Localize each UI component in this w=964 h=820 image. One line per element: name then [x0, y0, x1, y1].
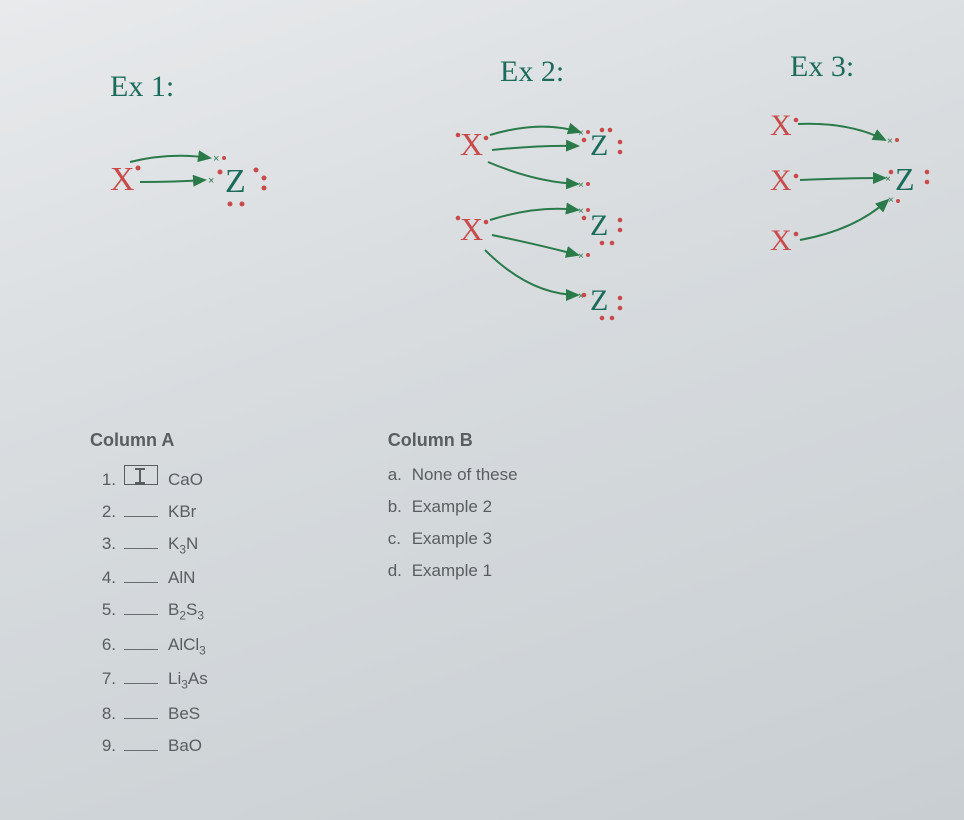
formula-label: B2S3	[168, 600, 204, 622]
svg-text:X: X	[770, 224, 792, 257]
answer-blank[interactable]	[124, 636, 158, 650]
svg-text:X: X	[460, 126, 483, 162]
svg-text:×: ×	[885, 174, 891, 185]
row-number: 7.	[90, 669, 116, 689]
row-number: 1.	[90, 470, 116, 490]
svg-text:X: X	[460, 211, 483, 247]
formula-label: AlCl3	[168, 635, 206, 657]
svg-text:Z: Z	[590, 284, 608, 317]
formula-label: BeS	[168, 704, 200, 724]
svg-text:Z: Z	[225, 163, 246, 200]
option-letter: a.	[388, 465, 412, 485]
row-number: 8.	[90, 704, 116, 724]
answer-blank[interactable]	[124, 601, 158, 615]
row-number: 6.	[90, 635, 116, 655]
answer-blank[interactable]	[124, 569, 158, 583]
row-number: 3.	[90, 534, 116, 554]
option-letter: c.	[388, 529, 412, 549]
formula-label: K3N	[168, 534, 198, 556]
ex3-svg: X X X Z × × ×	[740, 90, 960, 290]
svg-text:X: X	[770, 164, 792, 197]
answer-blank[interactable]	[124, 535, 158, 549]
column-a-row: 7. Li3As	[90, 669, 208, 691]
formula-label: CaO	[168, 470, 203, 490]
svg-text:×: ×	[888, 195, 894, 206]
answer-blank[interactable]	[124, 705, 158, 719]
option-text: None of these	[412, 465, 518, 485]
column-a-row: 2. KBr	[90, 502, 208, 522]
answer-input[interactable]	[124, 465, 158, 485]
svg-text:Z: Z	[895, 161, 915, 197]
row-number: 5.	[90, 600, 116, 620]
svg-text:X: X	[770, 109, 792, 142]
row-number: 2.	[90, 502, 116, 522]
svg-text:×: ×	[578, 128, 584, 139]
diagram-area: Ex 1: Ex 2: Ex 3: X × × Z	[0, 0, 964, 400]
column-a-row: 9. BaO	[90, 736, 208, 756]
column-a-row: 1. CaO	[90, 465, 208, 490]
column-a-row: 8. BeS	[90, 704, 208, 724]
ex1-svg: X × × Z	[80, 120, 300, 240]
columns-wrap: Column A 1. CaO 2. KBr 3. K3N 4. AlN 5. B2S3 6. AlC…	[90, 430, 890, 768]
answer-blank[interactable]	[124, 503, 158, 517]
svg-text:×: ×	[578, 206, 584, 217]
formula-label: AlN	[168, 568, 195, 588]
column-b-option: d.Example 1	[388, 561, 518, 581]
column-b-option: a.None of these	[388, 465, 518, 485]
answer-blank[interactable]	[124, 670, 158, 684]
ex2-svg: X X Z Z Z × × × × ×	[430, 100, 690, 360]
row-number: 9.	[90, 736, 116, 756]
svg-text:×: ×	[578, 180, 584, 191]
column-b-option: c.Example 3	[388, 529, 518, 549]
svg-text:Z: Z	[590, 129, 608, 162]
svg-text:X: X	[110, 161, 135, 198]
option-text: Example 1	[412, 561, 492, 581]
svg-text:×: ×	[578, 251, 584, 262]
svg-text:Z: Z	[590, 209, 608, 242]
option-letter: b.	[388, 497, 412, 517]
option-text: Example 2	[412, 497, 492, 517]
svg-text:×: ×	[208, 175, 214, 187]
ex3-title: Ex 3:	[790, 50, 854, 84]
formula-label: BaO	[168, 736, 202, 756]
column-a: Column A 1. CaO 2. KBr 3. K3N 4. AlN 5. B2S3 6. AlC…	[90, 430, 208, 768]
svg-text:×: ×	[887, 136, 893, 147]
formula-label: KBr	[168, 502, 196, 522]
option-text: Example 3	[412, 529, 492, 549]
row-number: 4.	[90, 568, 116, 588]
option-letter: d.	[388, 561, 412, 581]
column-a-row: 4. AlN	[90, 568, 208, 588]
column-a-row: 3. K3N	[90, 534, 208, 556]
column-a-row: 5. B2S3	[90, 600, 208, 622]
ex2-title: Ex 2:	[500, 55, 564, 89]
column-b: Column B a.None of theseb.Example 2c.Exa…	[388, 430, 518, 768]
ex1-title: Ex 1:	[110, 70, 174, 104]
column-a-title: Column A	[90, 430, 208, 451]
answer-blank[interactable]	[124, 737, 158, 751]
column-a-row: 6. AlCl3	[90, 635, 208, 657]
formula-label: Li3As	[168, 669, 208, 691]
column-b-title: Column B	[388, 430, 518, 451]
svg-text:×: ×	[213, 153, 219, 165]
column-b-option: b.Example 2	[388, 497, 518, 517]
